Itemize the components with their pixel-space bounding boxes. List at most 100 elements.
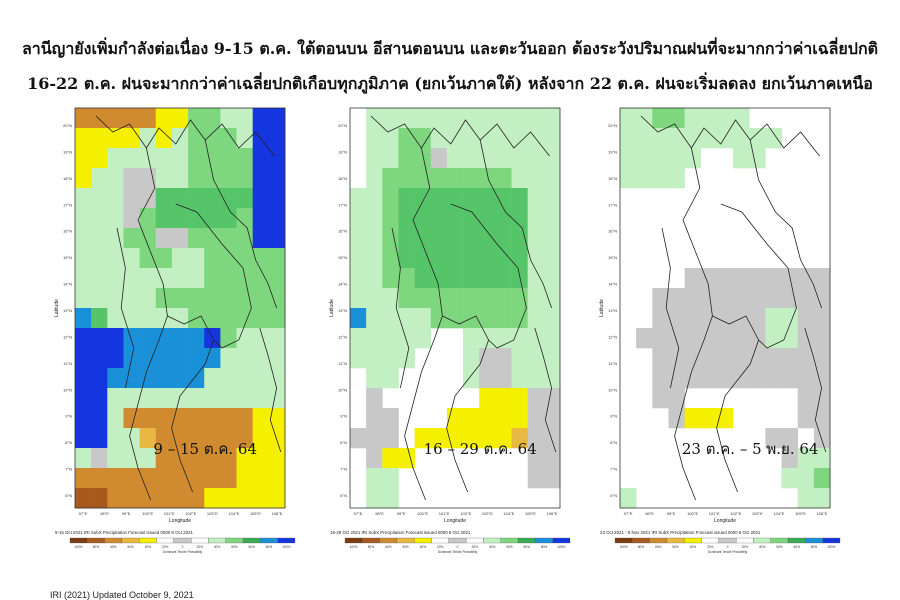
lat-tick-label: 7°N (610, 467, 617, 472)
probability-cell (527, 468, 545, 489)
probability-cell (139, 308, 157, 329)
probability-cell (171, 428, 189, 449)
colorbar-swatch (718, 537, 737, 544)
colorbar-tick-label: 50% (231, 545, 238, 549)
footer-credit: IRI (2021) Updated October 9, 2021 (50, 590, 194, 600)
probability-cell (414, 148, 432, 169)
probability-cell (366, 468, 383, 489)
probability-cell (684, 268, 702, 289)
lon-tick-label: 102°E (460, 511, 471, 516)
probability-cell (700, 408, 718, 429)
probability-cell (139, 448, 157, 469)
probability-cell (716, 368, 734, 389)
forecast-title: 16-29 Oct 2021 IRI SubX Precipitation Fo… (330, 530, 471, 535)
lat-tick-label: 7°N (340, 467, 347, 472)
probability-cell (495, 208, 512, 229)
probability-cell (463, 328, 480, 349)
colorbar-tick-label: 40% (145, 545, 152, 549)
probability-cell (350, 328, 367, 349)
probability-cell (188, 488, 205, 509)
lat-tick-label: 7°N (65, 467, 72, 472)
colorbar-swatch (121, 537, 140, 544)
lon-tick-label: 102°E (730, 511, 741, 516)
lon-tick-label: 97°E (624, 511, 633, 516)
probability-cell (155, 408, 173, 429)
probability-cell (366, 348, 383, 369)
probability-cell (543, 108, 561, 129)
probability-cell (268, 468, 286, 489)
probability-cell (382, 148, 399, 169)
probability-cell (139, 328, 157, 349)
colorbar-tick-label: 40% (690, 545, 697, 549)
probability-cell (123, 228, 140, 249)
colorbar-tick-label: 60% (249, 545, 256, 549)
probability-cell (155, 428, 173, 449)
probability-cell (527, 108, 545, 129)
probability-cell (543, 328, 561, 349)
probability-cell (220, 448, 237, 469)
probability-cell (430, 248, 448, 269)
probability-cell (107, 268, 124, 289)
probability-cell (252, 248, 270, 269)
y-axis-label: Latitude (54, 299, 60, 317)
probability-cell (479, 408, 496, 429)
lon-tick-label: 106°E (817, 511, 828, 516)
probability-cell (495, 368, 512, 389)
probability-cell (268, 388, 286, 409)
probability-cell (382, 348, 399, 369)
probability-cell (733, 328, 750, 349)
colorbar-swatch (277, 537, 296, 544)
probability-cell (430, 108, 448, 129)
probability-cell (749, 148, 766, 169)
probability-cell (75, 148, 92, 169)
probability-cell (75, 388, 92, 409)
probability-cell (155, 368, 173, 389)
probability-cell (204, 168, 221, 189)
probability-cell (171, 348, 189, 369)
probability-cell (479, 148, 496, 169)
probability-cell (765, 288, 782, 309)
probability-cell (543, 228, 561, 249)
probability-cell (268, 348, 286, 369)
probability-cell (220, 108, 237, 129)
colorbar-swatch (666, 537, 685, 544)
probability-cell (155, 488, 173, 509)
probability-cell (652, 168, 669, 189)
probability-cell (495, 168, 512, 189)
probability-cell (398, 108, 415, 129)
probability-cell (527, 188, 545, 209)
lat-tick-label: 15°N (608, 255, 617, 260)
probability-cell (527, 168, 545, 189)
probability-cell (252, 368, 270, 389)
probability-cell (220, 288, 237, 309)
probability-cell (91, 188, 108, 209)
probability-cell (91, 308, 108, 329)
probability-cell (495, 268, 512, 289)
probability-cell (155, 308, 173, 329)
probability-cell (700, 108, 718, 129)
lat-tick-label: 8°N (610, 440, 617, 445)
coastline-path (370, 115, 550, 157)
probability-cell (171, 128, 189, 149)
probability-cell (652, 348, 669, 369)
forecast-map-panel-3: 20°N 19°N 18°N 17°N 16°N 15°N 14°N 13°N 12°N 11°N… (595, 107, 855, 588)
colorbar-tick-label: 100% (557, 545, 565, 549)
probability-cell (220, 488, 237, 509)
probability-cell (511, 148, 528, 169)
probability-cell (75, 168, 92, 189)
colorbar-tick-label: 50% (672, 545, 679, 549)
probability-cell (123, 208, 140, 229)
probability-cell (123, 328, 140, 349)
period-label: 23 ต.ค. – 5 พ.ย. 64 (682, 440, 819, 458)
colorbar-swatch (614, 537, 633, 544)
probability-cell (716, 328, 734, 349)
probability-cell (171, 228, 189, 249)
coastline-path (640, 115, 820, 157)
probability-cell (366, 268, 383, 289)
probability-cell (733, 268, 750, 289)
probability-cell (781, 348, 798, 369)
probability-cell (220, 248, 237, 269)
colorbar-caption: Dominant Tercile Probability (438, 550, 478, 554)
probability-cell (652, 148, 669, 169)
probability-cell (75, 248, 92, 269)
